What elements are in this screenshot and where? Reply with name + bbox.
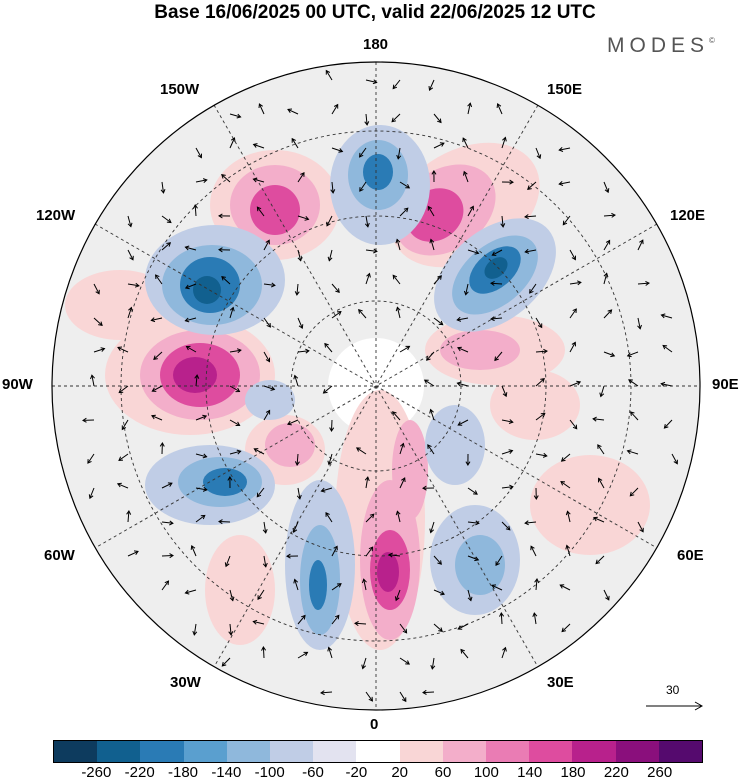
reference-vector-label: 30 bbox=[666, 683, 679, 697]
lon-label-0: 0 bbox=[370, 716, 378, 733]
polar-map bbox=[0, 0, 750, 735]
colorbar-segment bbox=[443, 741, 486, 762]
colorbar-segment bbox=[313, 741, 356, 762]
wind-vector bbox=[423, 692, 434, 693]
wind-vector bbox=[162, 556, 173, 557]
lon-label-120w: 120W bbox=[36, 207, 75, 224]
colorbar-tick-label: -220 bbox=[125, 764, 155, 781]
colorbar-segment bbox=[572, 741, 615, 762]
colorbar-tick-label: 100 bbox=[474, 764, 499, 781]
reference-vector-arrow bbox=[645, 700, 705, 712]
colorbar-segment bbox=[270, 741, 313, 762]
colorbar-segment bbox=[659, 741, 702, 762]
colorbar-segment bbox=[97, 741, 140, 762]
colorbar-segment bbox=[227, 741, 270, 762]
colorbar-tick-label: 140 bbox=[517, 764, 542, 781]
lon-label-30w: 30W bbox=[170, 674, 201, 691]
colorbar-tick-label: 20 bbox=[391, 764, 408, 781]
colorbar-tick-label: 260 bbox=[647, 764, 672, 781]
colorbar-labels: -260 -220 -180 -140 -100 -60 -20 20 60 100 140 180 2… bbox=[0, 764, 750, 784]
anomaly-field bbox=[40, 50, 720, 730]
lon-label-30e: 30E bbox=[547, 674, 574, 691]
colorbar-segment bbox=[486, 741, 529, 762]
wind-vector bbox=[219, 522, 230, 523]
lon-label-180: 180 bbox=[363, 36, 388, 53]
colorbar-tick-label: -180 bbox=[168, 764, 198, 781]
colorbar bbox=[53, 740, 703, 763]
lon-label-60e: 60E bbox=[677, 547, 704, 564]
colorbar-tick-label: -60 bbox=[302, 764, 324, 781]
lon-label-120e: 120E bbox=[670, 207, 705, 224]
lon-label-90e: 90E bbox=[712, 376, 739, 393]
colorbar-tick-label: -20 bbox=[345, 764, 367, 781]
colorbar-segment bbox=[54, 741, 97, 762]
lon-label-150w: 150W bbox=[160, 81, 199, 98]
colorbar-tick-label: 60 bbox=[435, 764, 452, 781]
colorbar-segment bbox=[616, 741, 659, 762]
colorbar-segment bbox=[529, 741, 572, 762]
colorbar-segment bbox=[356, 741, 399, 762]
colorbar-tick-label: -140 bbox=[211, 764, 241, 781]
colorbar-tick-label: -260 bbox=[81, 764, 111, 781]
colorbar-segment bbox=[400, 741, 443, 762]
wind-vector bbox=[332, 420, 333, 431]
lon-label-90w: 90W bbox=[2, 376, 33, 393]
colorbar-tick-label: -100 bbox=[255, 764, 285, 781]
lon-label-60w: 60W bbox=[44, 547, 75, 564]
lon-label-150e: 150E bbox=[547, 81, 582, 98]
colorbar-segment bbox=[140, 741, 183, 762]
colorbar-tick-label: 180 bbox=[560, 764, 585, 781]
colorbar-tick-label: 220 bbox=[604, 764, 629, 781]
colorbar-segment bbox=[184, 741, 227, 762]
